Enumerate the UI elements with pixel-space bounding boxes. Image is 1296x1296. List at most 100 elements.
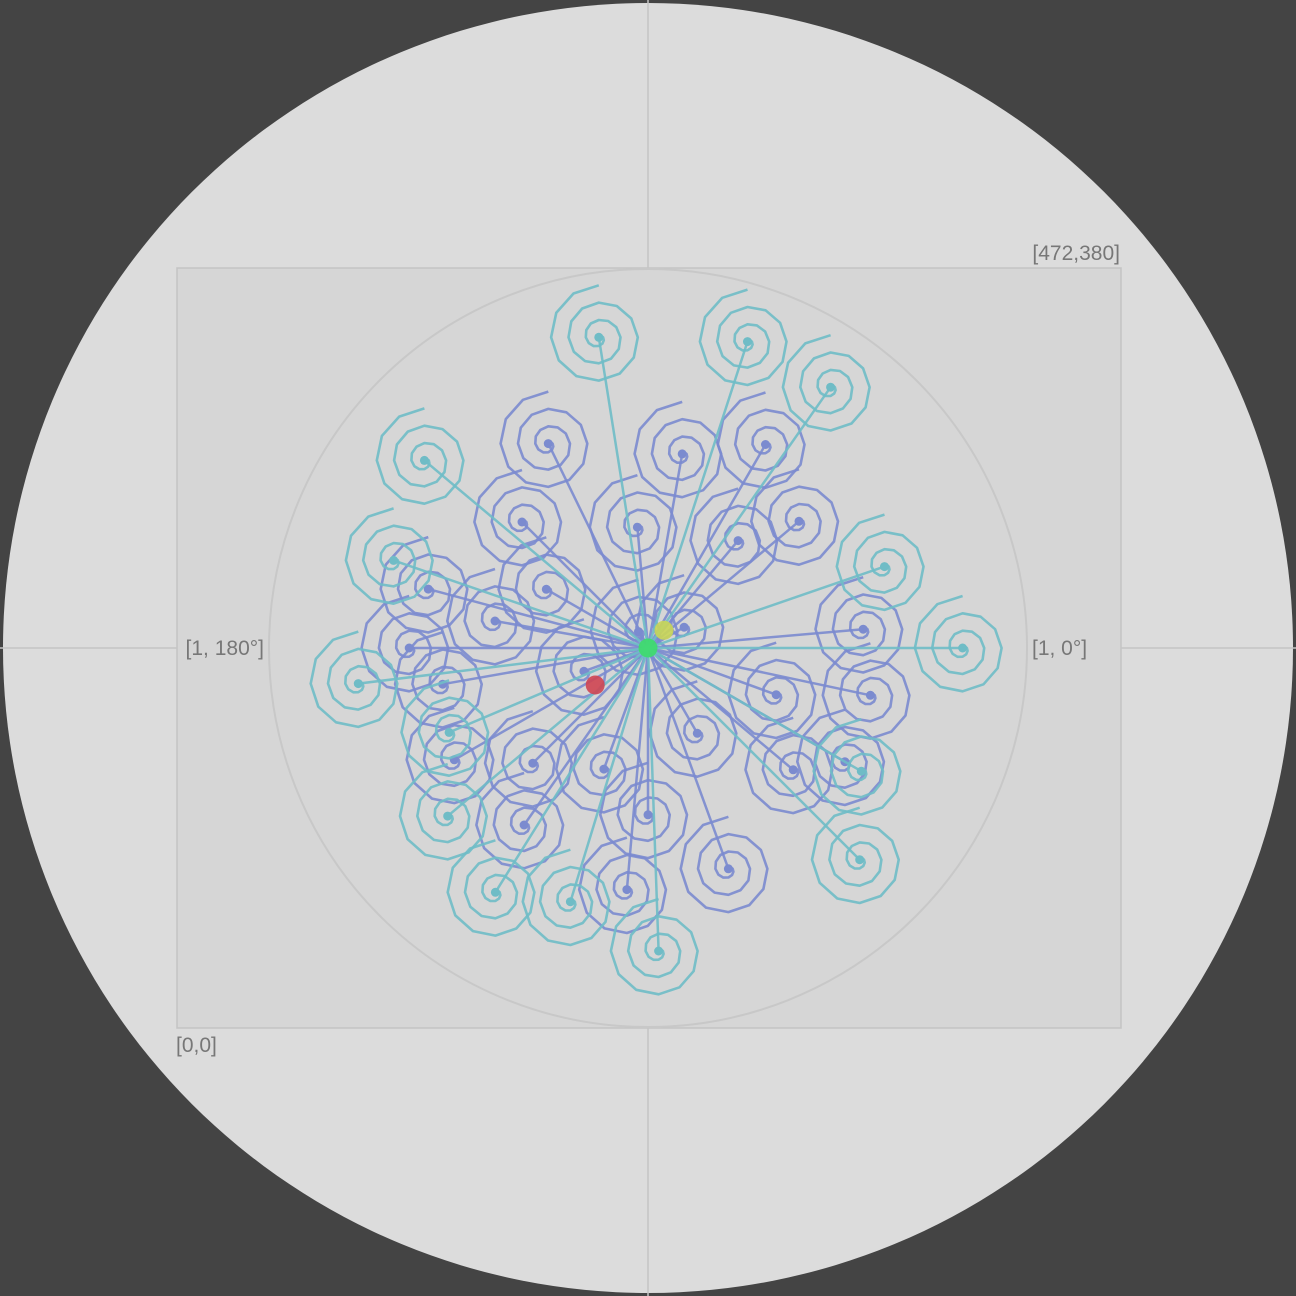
inner-spiral — [646, 647, 738, 778]
inner-spiral — [379, 535, 649, 650]
spiral-stem — [597, 337, 650, 649]
spiral-curve — [497, 536, 587, 634]
spiral-hub — [599, 764, 609, 774]
spiral-hub — [389, 555, 399, 565]
spiral-stem — [646, 647, 730, 870]
spiral-stem — [646, 443, 767, 649]
spiral-stem — [446, 647, 649, 818]
spiral-curve — [814, 575, 904, 674]
spiral-curve — [698, 288, 788, 387]
spiral-curve — [446, 839, 536, 937]
outer-spiral — [647, 647, 900, 905]
spiral-curve — [689, 487, 779, 586]
spiral-stem — [647, 646, 777, 696]
spiral-curve — [521, 848, 611, 947]
spiral-stem — [647, 520, 800, 649]
outer-spiral — [400, 646, 649, 777]
spiral-stem — [494, 647, 650, 893]
spiral-curve — [716, 391, 806, 490]
outer-spiral — [647, 646, 902, 816]
spiral-hub — [565, 897, 575, 907]
center-dot — [638, 638, 658, 658]
spiral-curve — [744, 716, 834, 815]
spiral-curve — [393, 630, 483, 729]
spiral-stem — [569, 647, 650, 903]
outer-spiral — [647, 513, 925, 650]
spiral-stem — [646, 386, 832, 649]
inner-spiral — [475, 647, 650, 870]
spiral-curve — [483, 709, 574, 808]
yellow-dot — [654, 620, 674, 640]
spiral-curve — [344, 507, 434, 605]
inner-spiral — [633, 400, 723, 649]
unit-circle — [268, 268, 1028, 1028]
spiral-hub — [443, 811, 453, 821]
spiral-curve — [835, 513, 925, 612]
spiral-hub — [958, 643, 968, 653]
spiral-stem — [647, 627, 864, 650]
outer-spiral — [398, 647, 649, 861]
spiral-curve — [400, 679, 490, 777]
spiral-stem — [625, 647, 650, 890]
bottom-left-corner-label: [0,0] — [176, 1034, 217, 1057]
spiral-stem — [358, 646, 649, 685]
inner-spiral — [499, 390, 650, 649]
top-right-corner-label: [472,380] — [1032, 242, 1120, 265]
spiral-curve — [309, 630, 399, 729]
inner-spiral — [647, 575, 904, 674]
polar-left-label: [1, 180°] — [186, 637, 264, 660]
spiral-curve — [781, 333, 871, 432]
spiral-hub — [444, 727, 454, 737]
outer-spiral — [609, 647, 699, 996]
spiral-curve — [913, 594, 1003, 693]
spiral-hub — [519, 820, 529, 830]
outer-spiral — [549, 284, 650, 649]
spiral-curve — [796, 708, 886, 807]
inner-spiral — [646, 647, 769, 914]
spiral-hub — [733, 536, 743, 546]
spiral-curve — [810, 806, 900, 905]
spiral-hub — [788, 765, 798, 775]
spiral-curve — [549, 284, 640, 382]
spiral-curve — [750, 468, 840, 566]
spiral-curve — [405, 706, 495, 805]
inner-spiral — [360, 594, 648, 693]
outer-spiral — [446, 647, 650, 937]
spiral-hub — [543, 439, 553, 449]
spiral-stem — [521, 521, 649, 649]
inner-spiral — [473, 468, 649, 649]
spiral-hub — [856, 766, 866, 776]
spiral-hub — [858, 624, 868, 634]
spiral-stem — [647, 565, 885, 650]
spiral-curve — [375, 407, 465, 505]
spiral-hub — [490, 616, 500, 626]
spiral-curve — [679, 815, 769, 914]
point-layer — [585, 620, 674, 695]
spiral-hub — [826, 382, 836, 392]
spiral-stem — [646, 341, 749, 649]
spiral-curve — [379, 535, 469, 634]
inner-spiral — [647, 468, 840, 649]
spiral-hub — [880, 562, 889, 572]
spiral-stem — [636, 527, 650, 649]
spiral-stem — [545, 588, 649, 650]
inner-spiral — [393, 630, 649, 729]
spiral-hub — [419, 455, 429, 465]
spiral-curve — [534, 618, 625, 716]
spiral-hub — [353, 679, 363, 689]
spiral-curve — [609, 897, 699, 996]
outer-spiral — [344, 507, 649, 650]
spiral-hub — [654, 946, 664, 956]
spiral-hub — [855, 855, 865, 865]
spiral-hub — [692, 728, 702, 738]
spiral-hub — [404, 643, 414, 653]
inner-spiral — [588, 473, 678, 649]
outer-spiral — [646, 288, 788, 649]
spiral-hub — [528, 758, 538, 768]
spiral-stem — [647, 646, 862, 773]
inner-spiral — [497, 536, 649, 650]
spiral-hub — [794, 516, 804, 526]
spiral-stem — [646, 453, 684, 649]
